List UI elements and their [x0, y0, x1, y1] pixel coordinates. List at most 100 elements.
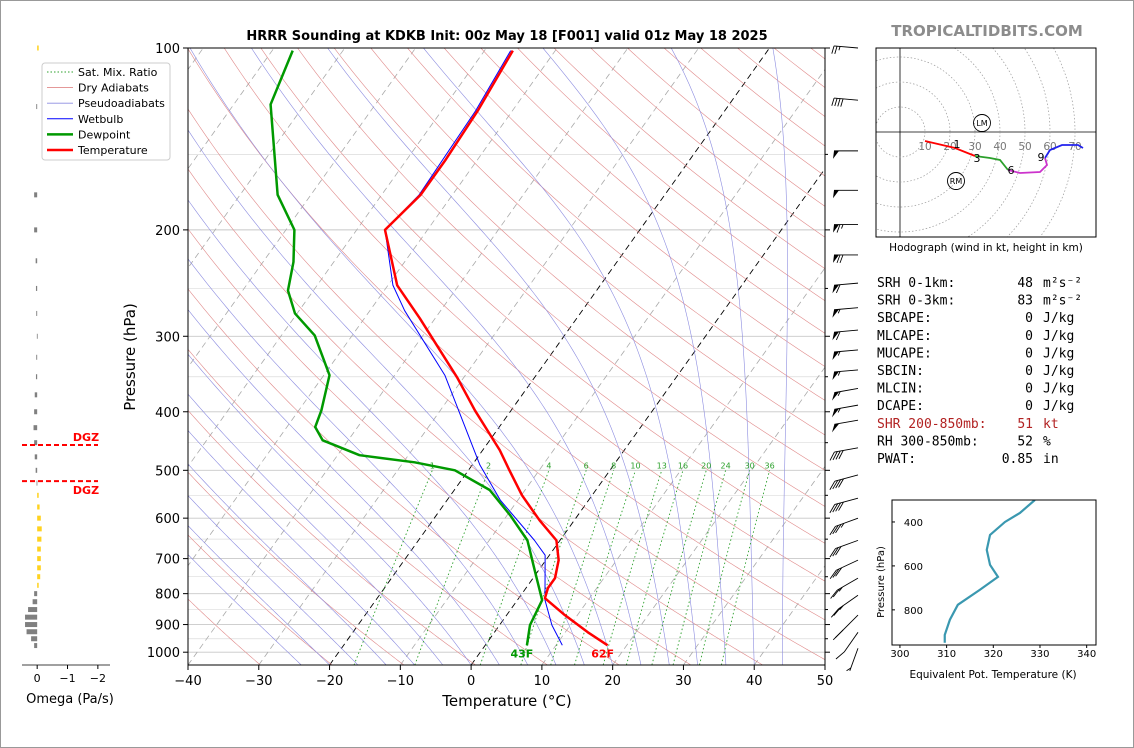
barb-half	[837, 391, 841, 396]
wind-barb	[832, 369, 859, 381]
isotherm	[258, 48, 700, 665]
skewt-background	[188, 48, 825, 665]
thetae-x-tick-label: 320	[984, 649, 1003, 660]
barb-full	[835, 331, 841, 341]
storm-motion-label: LM	[976, 119, 987, 128]
dry-adiabat	[188, 108, 825, 661]
highlight-isotherm	[329, 48, 770, 665]
omega-bar	[37, 515, 41, 521]
omega-bar	[32, 599, 38, 605]
storm-motion-marker	[947, 172, 965, 190]
isotherm	[188, 48, 558, 567]
barb-flag	[832, 309, 840, 318]
pseudoadiabat	[251, 48, 642, 665]
omega-bar	[34, 227, 38, 233]
barb-full	[835, 546, 842, 556]
barb-full	[838, 478, 844, 488]
wind-barb	[833, 254, 858, 264]
barb-staff	[834, 45, 859, 49]
param-unit: J/kg	[1043, 329, 1074, 344]
param-unit: m²s⁻²	[1043, 294, 1082, 309]
wind-barb	[829, 517, 859, 536]
hodo-ring-label: 40	[993, 141, 1006, 153]
x-tick-label: −40	[174, 674, 201, 689]
omega-bar	[25, 614, 38, 620]
dry-adiabat	[188, 288, 620, 665]
param-label: SBCIN:	[877, 364, 924, 379]
wind-barb	[833, 150, 858, 159]
omega-bar	[34, 440, 38, 446]
hodo-ring	[876, 81, 951, 183]
param-label: DCAPE:	[877, 399, 924, 414]
wind-barb	[832, 307, 859, 318]
param-unit: J/kg	[1043, 311, 1074, 326]
barb-staff	[835, 517, 859, 527]
isotherm	[188, 48, 487, 468]
omega-bar	[34, 454, 38, 460]
pseudoadiabat	[189, 48, 613, 665]
barb-flag	[832, 351, 840, 361]
dry-adiabat	[188, 598, 261, 665]
surface-label: 62F	[591, 647, 614, 660]
barb-flag	[832, 284, 840, 294]
legend: Sat. Mix. Ratio Dry Adiabats Pseudoadiabat…	[41, 62, 171, 161]
hodo-height-label: 6	[1008, 164, 1015, 177]
param-label: MLCIN:	[877, 382, 924, 397]
y-tick-label: 100	[155, 42, 180, 57]
omega-bar	[37, 546, 41, 552]
pseudoadiabat	[188, 554, 302, 665]
param-label: MLCAPE:	[877, 329, 932, 344]
chart-title: HRRR Sounding at KDKB Init: 00z May 18 […	[246, 29, 767, 44]
wind-barb	[831, 97, 859, 107]
barb-flag	[832, 371, 840, 381]
barb-full	[838, 501, 844, 511]
barb-full	[836, 224, 841, 233]
hodo-ring	[876, 56, 976, 208]
hodo-trace	[974, 155, 1009, 171]
param-unit: in	[1043, 452, 1059, 467]
hodograph-caption: Hodograph (wind in kt, height in km)	[889, 242, 1083, 254]
omega-bar	[34, 591, 38, 597]
barb-full	[839, 254, 844, 264]
omega-bar	[37, 565, 41, 571]
hodo-height-label: 1	[954, 138, 961, 151]
wind-barb	[830, 577, 859, 599]
wind-barb	[833, 189, 858, 199]
y-tick-label: 500	[155, 464, 180, 479]
pseudoadiabat	[188, 430, 415, 665]
profile-line	[269, 50, 544, 646]
isotherm	[188, 48, 416, 368]
y-tick-label: 400	[155, 406, 180, 421]
barb-full	[835, 450, 841, 460]
dry-adiabat	[517, 48, 825, 302]
thetae-frame	[891, 499, 1097, 646]
barb-full	[832, 525, 839, 535]
y-tick-label: 600	[155, 512, 180, 527]
omega-bar	[37, 574, 41, 580]
mixing-ratio-line	[602, 470, 663, 665]
pseudoadiabat	[670, 48, 755, 665]
omega-bar	[26, 629, 38, 635]
barb-full	[829, 451, 835, 461]
omega-bar	[36, 333, 38, 339]
y-tick-label: 200	[155, 224, 180, 239]
param-label: SRH 0-3km:	[877, 294, 955, 309]
hodo-ring	[876, 48, 1001, 233]
omega-bar	[36, 104, 38, 110]
mixing-ratio-label: 24	[721, 461, 731, 470]
y-axis-label: Pressure (hPa)	[121, 303, 139, 411]
param-value: 0	[1025, 382, 1033, 397]
barb-half	[841, 224, 844, 229]
omega-axis-label: Omega (Pa/s)	[26, 692, 114, 707]
wind-barb	[832, 614, 859, 641]
dry-adiabat	[333, 48, 825, 471]
omega-bar	[35, 374, 38, 380]
mixing-ratio-label: 13	[657, 461, 667, 470]
legend-box	[41, 62, 171, 161]
barb-full	[832, 588, 841, 598]
y-tick-label: 800	[155, 588, 180, 603]
mixing-ratio-line	[414, 470, 489, 665]
hodo-height-label: 3	[974, 152, 981, 165]
param-value: 51	[1017, 417, 1033, 432]
